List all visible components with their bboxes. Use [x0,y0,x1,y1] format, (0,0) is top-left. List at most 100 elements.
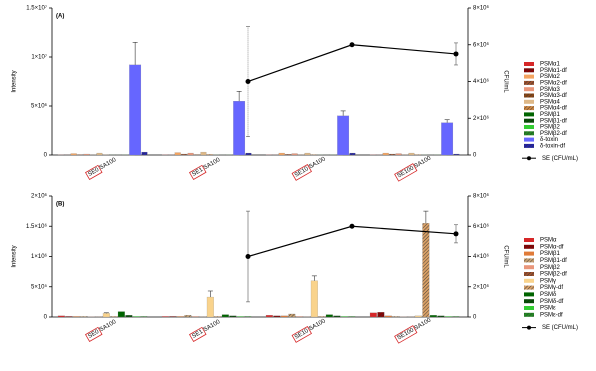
bar [96,152,103,156]
bar [291,153,298,156]
bar [102,313,110,318]
bar [221,314,229,318]
line-point [245,79,251,84]
bar [408,152,415,156]
legend-label: δ-toxin [540,137,558,143]
bar [140,316,148,318]
legend-label: PSMγ-df [540,285,563,291]
bar [429,315,437,318]
legend-swatch [524,306,534,310]
bar [288,313,296,318]
legend-swatch [524,87,534,92]
tick-label: 2×10⁶ [473,283,490,290]
legend-swatch [524,258,534,263]
bar [244,316,252,318]
y2-axis-label: CFU/mL [502,245,508,268]
legend-swatch [524,74,534,79]
legend-label: PSMα2 [540,74,560,80]
tick-label: 4×10⁶ [473,253,490,260]
legend-swatch [524,62,534,66]
legend-label: PSMα [540,238,557,244]
legend-swatch [524,112,534,117]
legend-label: PSMγ [540,278,556,284]
tick-label: 6×10⁶ [473,41,490,48]
bar [229,315,237,318]
bar [377,312,385,318]
bar [333,315,341,318]
bar [325,314,333,318]
bar [206,154,213,156]
bar [265,315,273,318]
bar [348,316,356,318]
bar [340,316,348,318]
x-tick-label: SE1 SA100 [191,157,221,178]
bar [395,153,402,156]
bar [318,316,326,318]
bar [187,152,194,156]
line-point [245,254,251,259]
legend-label: PSMα1-df [540,68,567,74]
legend-label: PSMα4 [540,99,560,105]
bar [444,316,452,318]
legend-label: PSMε [540,306,556,312]
bar [129,64,142,156]
category-box [85,326,103,343]
line-point [349,42,355,48]
legend-swatch [524,299,534,304]
y-axis-label: Intensity [12,245,18,267]
bar [280,315,288,318]
bar [161,316,169,318]
x-tick-label: SE0 SA100 [87,319,117,340]
y2-axis-label: CFU/mL [502,70,508,93]
bar [452,316,460,318]
tick-label: 8×10⁶ [473,193,490,200]
legend-label: PSMα4-df [540,106,567,112]
tick-label: 5×10⁶ [31,103,48,110]
tick-label: 6×10⁶ [473,223,490,230]
legend-label: PSMβ1-df [540,118,567,124]
category-box [85,164,103,181]
legend-label: SE (CFU/mL) [542,325,578,331]
legend-swatch [524,106,534,111]
bar [389,153,396,156]
legend-label: PSMα2-df [540,80,567,86]
bar [72,316,80,318]
legend-swatch [524,244,534,249]
tick-label: 0 [473,153,477,159]
tick-label: 4×10⁶ [473,78,490,85]
tick-label: 0 [473,315,477,321]
bar [295,316,303,318]
legend-swatch [524,80,534,85]
bar [206,296,214,318]
legend-label: PSMβ1-df [540,258,567,264]
bar [278,152,285,156]
tick-label: 1×10⁷ [31,54,47,61]
bar [349,152,356,156]
legend-swatch [524,265,534,270]
tick-label: 2×10⁶ [473,115,490,122]
bar [414,315,422,318]
legend-point [527,325,531,330]
legend-point [527,156,531,161]
legend-label: SE (CFU/mL) [542,156,578,162]
bar [117,311,125,318]
legend-swatch [524,68,534,73]
tick-label: 2×10⁶ [31,193,48,200]
line-point [453,231,459,237]
bar [285,154,292,156]
bar [392,316,400,318]
bar [245,152,252,156]
bar [200,151,207,156]
bar [132,316,140,318]
bar [181,153,188,156]
category-box [394,163,418,182]
bar [174,152,181,156]
bar [441,122,454,156]
bar [191,316,199,318]
category-box [291,325,312,343]
bar [310,280,318,318]
tick-label: 5×10⁵ [31,283,48,290]
bar [236,316,244,318]
line-point [349,223,355,229]
